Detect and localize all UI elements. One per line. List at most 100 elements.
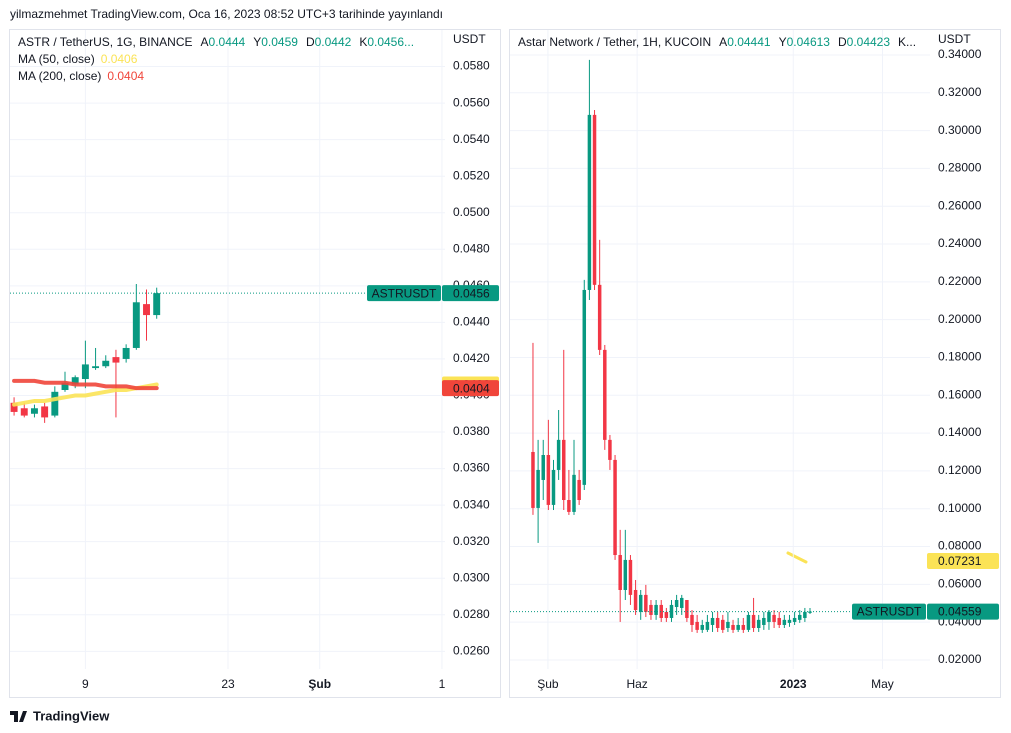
axis-unit: USDT <box>453 32 486 46</box>
ohlc-value: 0.0459 <box>261 35 298 49</box>
y-tick-label: 0.32000 <box>938 85 982 99</box>
price-tag <box>927 553 999 570</box>
candle-body <box>680 597 684 608</box>
candle-body <box>674 600 679 608</box>
y-tick-label: 0.0340 <box>453 497 490 511</box>
candle-body <box>567 500 571 512</box>
candle-body <box>562 439 566 501</box>
y-tick-label: 0.0500 <box>453 205 490 219</box>
candle-body <box>654 604 658 615</box>
candle-body <box>51 391 59 416</box>
ma-name: MA (200, close) <box>18 69 101 83</box>
candle-body <box>546 455 551 505</box>
y-tick-label: 0.06000 <box>938 576 982 590</box>
y-tick-label: 0.0260 <box>453 643 490 657</box>
ohlc-label: A <box>201 35 209 49</box>
candle-body <box>690 614 694 625</box>
candle-body <box>695 621 699 630</box>
x-tick-label: 1 <box>439 677 446 691</box>
ohlc-label: D <box>838 35 847 49</box>
ohlc-label: K <box>359 35 367 49</box>
ohlc-label: D <box>306 35 315 49</box>
x-tick-label: May <box>871 677 894 691</box>
y-tick-label: 0.0420 <box>453 351 490 365</box>
ohlc-label: K... <box>898 35 916 49</box>
ohlc-value: 0.0456... <box>367 35 414 49</box>
y-tick-label: 0.28000 <box>938 161 982 175</box>
ma-price-tag <box>442 380 499 397</box>
candle-body <box>792 617 797 622</box>
y-tick-label: 0.30000 <box>938 123 982 137</box>
candle-body <box>112 357 120 363</box>
price-tag <box>442 285 499 302</box>
candle-body <box>659 604 663 618</box>
candle-body <box>787 619 792 623</box>
ma-name: MA (50, close) <box>18 52 95 66</box>
candle-body <box>597 284 602 350</box>
panel-frame <box>9 29 501 698</box>
candle-body <box>715 617 720 628</box>
y-tick-label: 0.16000 <box>938 387 982 401</box>
y-tick-label: 0.0360 <box>453 461 490 475</box>
price-tag <box>927 603 999 620</box>
candle-body <box>649 604 653 615</box>
candle-body <box>541 455 545 480</box>
y-tick-label: 0.0520 <box>453 168 490 182</box>
y-tick-label: 0.24000 <box>938 236 982 250</box>
candle-body <box>81 364 89 380</box>
candle-body <box>633 589 638 611</box>
candle-body <box>608 439 612 460</box>
ohlc-label: Y <box>779 35 787 49</box>
y-tick-label: 0.0560 <box>453 95 490 109</box>
publish-header: yilmazmehmet TradingView.com, Oca 16, 20… <box>10 7 443 21</box>
ma-line <box>12 378 159 391</box>
candle-body <box>777 617 781 625</box>
y-tick-label: 0.12000 <box>938 463 982 477</box>
candle-body <box>572 474 576 512</box>
drawing-stroke <box>786 551 808 564</box>
candle-body <box>751 614 756 628</box>
candle-body <box>700 624 705 630</box>
ohlc-value: 0.04423 <box>847 35 891 49</box>
candle-body <box>731 624 735 630</box>
ma-price-tag-text: 0.0404 <box>453 381 490 395</box>
ohlc-label: A <box>719 35 727 49</box>
candle-body <box>767 611 771 622</box>
candle-body <box>628 559 633 595</box>
candle-body <box>664 611 669 618</box>
candle-body <box>102 360 110 367</box>
candle-body <box>153 293 161 316</box>
candle-body <box>782 619 787 625</box>
y-tick-label: 0.02000 <box>938 652 982 666</box>
price-tag-name-box <box>367 285 441 302</box>
ohlc-value: 0.04613 <box>787 35 831 49</box>
x-tick-label: 2023 <box>780 677 807 691</box>
ma-value: 0.0404 <box>107 69 144 83</box>
chart-legend: Astar Network / Tether, 1H, KUCOIN A0.044… <box>518 35 916 49</box>
candle-body <box>551 469 556 505</box>
x-tick-label: 23 <box>221 677 235 691</box>
candle-body <box>623 559 628 590</box>
logo <box>10 711 27 722</box>
price-tag-name-box <box>852 603 926 620</box>
ma-legend: MA (200, close) 0.0404 <box>18 69 144 83</box>
candle-body <box>638 594 643 612</box>
candle-body <box>577 479 581 501</box>
x-tick-label: Haz <box>626 677 647 691</box>
y-tick-label: 0.20000 <box>938 312 982 326</box>
price-tag-text: 0.07231 <box>938 554 982 568</box>
candle-body <box>132 302 140 348</box>
x-tick-label: 9 <box>82 677 89 691</box>
candle-body <box>122 347 130 359</box>
y-tick-label: 0.18000 <box>938 350 982 364</box>
candle-body <box>613 459 617 556</box>
price-tag-name: ASTRUSDT <box>372 286 437 300</box>
candle-body <box>582 289 587 485</box>
candle-body <box>797 614 802 620</box>
y-tick-label: 0.0380 <box>453 424 490 438</box>
panel-frame <box>509 29 1001 698</box>
plot <box>510 30 930 669</box>
candle-body <box>587 114 592 290</box>
candle-body <box>556 439 561 470</box>
